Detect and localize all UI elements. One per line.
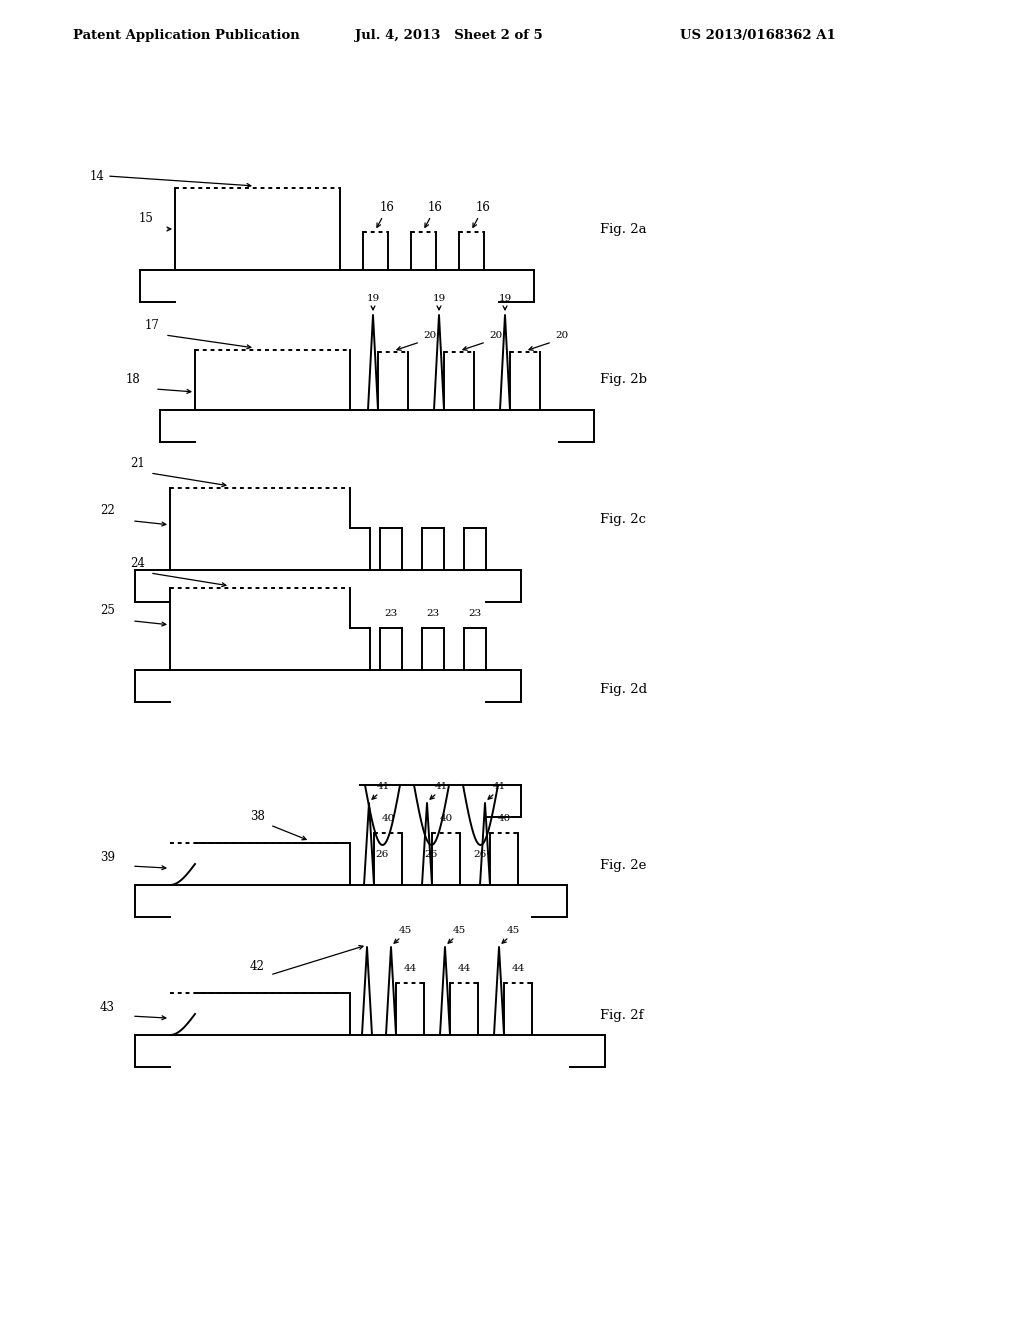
Text: 20: 20 — [555, 331, 568, 341]
Text: 26: 26 — [473, 850, 486, 859]
Text: 25: 25 — [100, 603, 115, 616]
Text: Fig. 2f: Fig. 2f — [600, 1008, 643, 1022]
Text: 45: 45 — [507, 927, 519, 935]
Text: 16: 16 — [475, 201, 490, 214]
Text: 17: 17 — [145, 319, 160, 333]
Text: 18: 18 — [125, 374, 140, 385]
Text: 26: 26 — [424, 850, 437, 859]
Text: US 2013/0168362 A1: US 2013/0168362 A1 — [680, 29, 836, 41]
Text: 23: 23 — [384, 609, 397, 618]
Text: 40: 40 — [381, 814, 394, 822]
Text: 41: 41 — [493, 781, 506, 791]
Text: 42: 42 — [250, 960, 265, 973]
Text: Fig. 2e: Fig. 2e — [600, 858, 646, 871]
Text: 43: 43 — [100, 1001, 115, 1014]
Text: 41: 41 — [434, 781, 447, 791]
Text: 23: 23 — [426, 609, 439, 618]
Text: 40: 40 — [439, 814, 453, 822]
Text: 44: 44 — [458, 964, 471, 973]
Text: 44: 44 — [403, 964, 417, 973]
Text: 16: 16 — [380, 201, 394, 214]
Text: 45: 45 — [453, 927, 466, 935]
Text: 20: 20 — [489, 331, 502, 341]
Text: 15: 15 — [138, 213, 153, 224]
Text: 26: 26 — [376, 850, 389, 859]
Text: 44: 44 — [511, 964, 524, 973]
Text: 16: 16 — [428, 201, 442, 214]
Text: 41: 41 — [377, 781, 389, 791]
Text: 39: 39 — [100, 851, 115, 865]
Text: 24: 24 — [130, 557, 144, 570]
Text: 22: 22 — [100, 504, 115, 516]
Text: 19: 19 — [432, 294, 445, 304]
Text: 45: 45 — [398, 927, 412, 935]
Text: 19: 19 — [367, 294, 380, 304]
Text: 38: 38 — [250, 810, 265, 822]
Text: 40: 40 — [498, 814, 511, 822]
Text: Patent Application Publication: Patent Application Publication — [73, 29, 300, 41]
Text: 23: 23 — [468, 609, 481, 618]
Text: 14: 14 — [90, 170, 104, 183]
Text: 21: 21 — [130, 457, 144, 470]
Text: Fig. 2c: Fig. 2c — [600, 513, 646, 527]
Text: Fig. 2a: Fig. 2a — [600, 223, 646, 236]
Text: 20: 20 — [423, 331, 436, 341]
Text: Fig. 2b: Fig. 2b — [600, 374, 647, 387]
Text: 19: 19 — [499, 294, 512, 304]
Text: Jul. 4, 2013   Sheet 2 of 5: Jul. 4, 2013 Sheet 2 of 5 — [355, 29, 543, 41]
Text: Fig. 2d: Fig. 2d — [600, 684, 647, 697]
